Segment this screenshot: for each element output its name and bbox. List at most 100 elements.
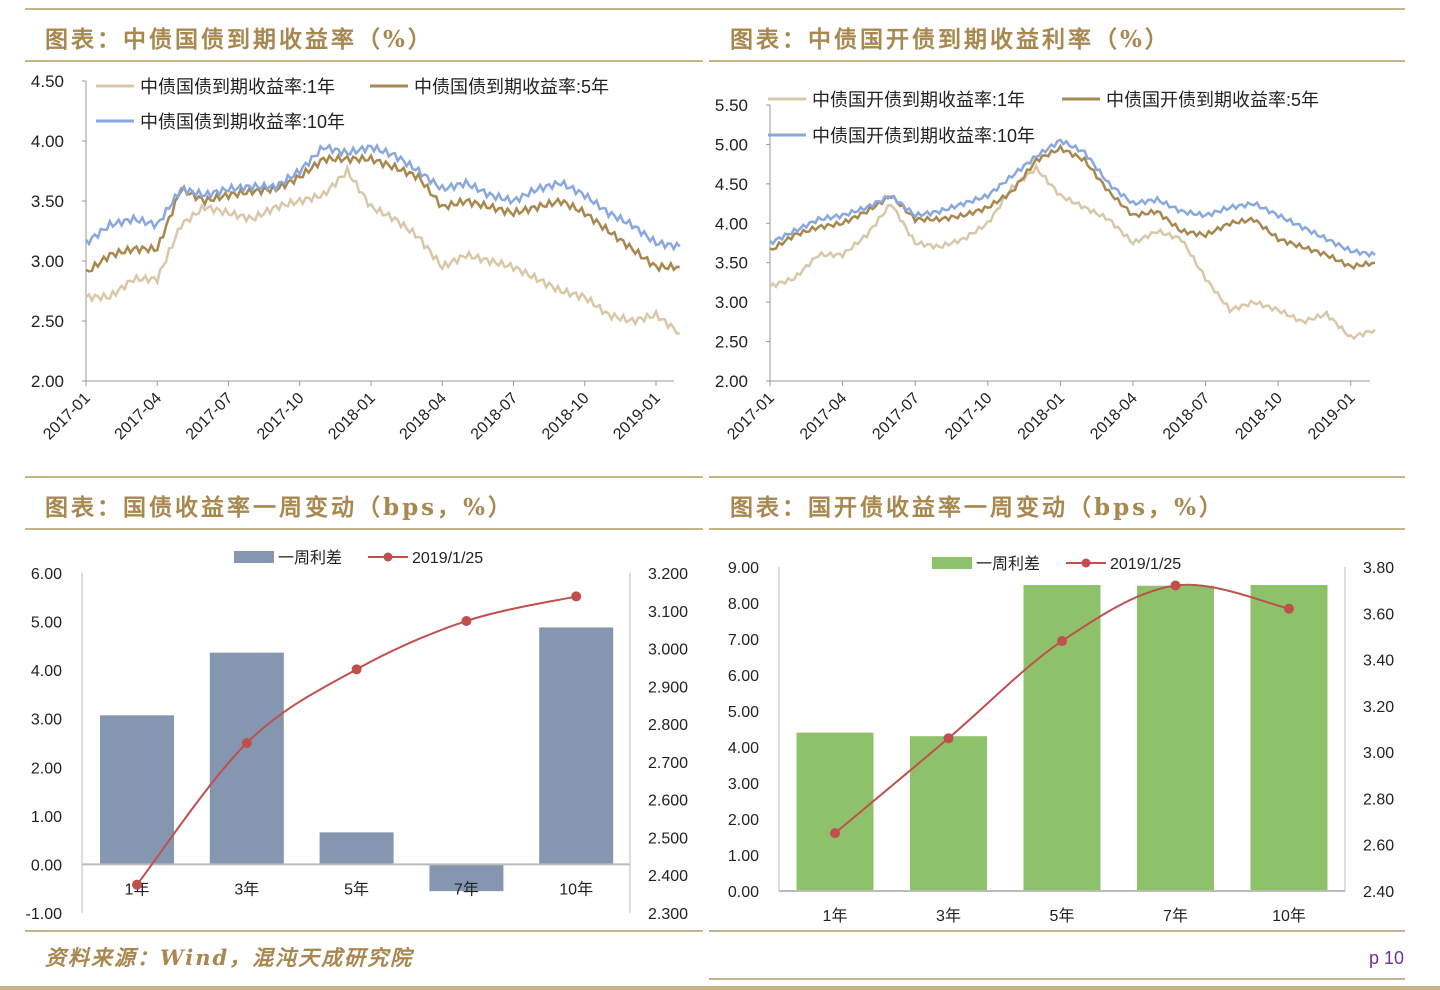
data-point	[1057, 636, 1067, 647]
category-label: 1年	[823, 907, 848, 925]
category-label: 7年	[1163, 907, 1188, 925]
left-y-tick-label: 5.00	[728, 704, 759, 721]
x-tick-label: 2017-07	[183, 390, 237, 444]
chart-title: 图表：中债国债到期收益率（%）	[45, 26, 434, 53]
right-y-tick-label: 3.60	[1363, 606, 1394, 623]
bar	[539, 627, 614, 865]
bottom-rule	[0, 986, 1440, 990]
x-tick-label: 2017-10	[942, 390, 996, 444]
bar	[1137, 585, 1214, 891]
x-tick-label: 2019-01	[610, 390, 664, 444]
rule	[25, 476, 703, 478]
rule	[709, 978, 1405, 980]
series-line	[834, 583, 1290, 834]
series-line	[84, 143, 681, 252]
y-tick-label: 3.50	[715, 254, 748, 273]
x-tick-label: 2018-01	[325, 390, 379, 444]
legend-label: 一周利差	[278, 549, 342, 567]
data-point	[461, 615, 472, 626]
rule	[709, 930, 1405, 932]
x-tick-label: 2017-10	[254, 390, 308, 444]
x-tick-label: 2018-07	[1160, 390, 1214, 444]
legend-swatch	[234, 551, 274, 563]
legend-label: 中债国开债到期收益率:10年	[812, 126, 1035, 146]
y-tick-label: 4.50	[715, 175, 748, 194]
y-tick-label: 3.00	[31, 252, 64, 271]
page-number: p 10	[1368, 948, 1404, 968]
right-y-tick-label: 2.60	[1363, 838, 1394, 855]
data-point	[830, 828, 840, 839]
chart-title: 图表：国债收益率一周变动（bps，%）	[45, 494, 514, 521]
left-y-tick-label: 0.00	[31, 857, 62, 874]
bar	[1250, 585, 1328, 891]
right-y-tick-label: 3.00	[1363, 745, 1394, 762]
y-tick-label: 2.00	[715, 372, 748, 391]
left-y-tick-label: 0.00	[728, 884, 759, 901]
left-y-tick-label: 8.00	[728, 596, 759, 613]
right-y-tick-label: 2.300	[648, 906, 688, 923]
data-point	[943, 733, 954, 744]
left-y-tick-label: 6.00	[31, 566, 62, 583]
category-label: 10年	[559, 880, 593, 898]
legend-label: 中债国债到期收益率:5年	[414, 77, 609, 97]
bar	[209, 652, 284, 865]
data-point	[571, 591, 582, 602]
right-y-tick-label: 3.200	[648, 566, 688, 583]
right-y-tick-label: 2.500	[648, 830, 688, 847]
data-point	[1170, 580, 1181, 591]
x-tick-label: 2019-01	[1305, 390, 1359, 444]
legend-label: 一周利差	[976, 555, 1040, 573]
x-tick-label: 2018-01	[1015, 390, 1069, 444]
x-tick-label: 2017-01	[40, 390, 94, 444]
chart-title: 图表：中债国开债到期收益利率（%）	[730, 26, 1171, 53]
right-y-tick-label: 3.100	[648, 604, 688, 621]
legend-label: 2019/1/25	[1110, 556, 1181, 573]
right-y-tick-label: 2.400	[648, 868, 688, 885]
left-y-tick-label: 7.00	[728, 632, 759, 649]
right-y-tick-label: 3.20	[1363, 699, 1394, 716]
bar	[100, 715, 174, 865]
right-y-tick-label: 2.800	[648, 717, 688, 734]
rule	[25, 930, 703, 932]
y-tick-label: 4.00	[31, 132, 64, 151]
legend-label: 2019/1/25	[412, 550, 483, 567]
left-y-tick-label: 3.00	[31, 712, 62, 729]
left-y-tick-label: -1.00	[26, 906, 63, 923]
data-point	[241, 738, 252, 748]
legend-marker	[383, 552, 393, 562]
left-y-tick-label: 2.00	[31, 760, 62, 777]
right-y-tick-label: 2.600	[648, 793, 688, 810]
left-y-tick-label: 4.00	[31, 663, 62, 680]
legend-label: 中债国债到期收益率:10年	[140, 112, 345, 132]
x-tick-label: 2018-07	[468, 390, 522, 444]
right-y-tick-label: 3.80	[1363, 560, 1394, 577]
data-point	[351, 664, 362, 675]
y-tick-label: 5.00	[715, 135, 748, 154]
y-tick-label: 4.50	[31, 72, 64, 91]
x-tick-label: 2018-10	[1232, 390, 1286, 444]
y-tick-label: 2.50	[715, 333, 748, 352]
left-y-tick-label: 4.00	[728, 740, 759, 757]
bar	[429, 864, 504, 892]
left-y-tick-label: 1.00	[31, 809, 62, 826]
rule	[709, 528, 1405, 530]
series-line	[769, 162, 1376, 341]
right-y-tick-label: 2.80	[1363, 791, 1394, 808]
data-point	[1284, 603, 1294, 614]
y-tick-label: 3.50	[31, 192, 64, 211]
legend-label: 中债国开债到期收益率:1年	[812, 90, 1025, 110]
rule	[709, 60, 1405, 62]
category-label: 5年	[1050, 907, 1075, 925]
category-label: 7年	[454, 880, 479, 898]
rule	[25, 60, 703, 62]
left-y-tick-label: 3.00	[728, 776, 759, 793]
left-y-tick-label: 5.00	[31, 615, 62, 632]
x-tick-label: 2017-01	[724, 390, 778, 444]
right-y-tick-label: 3.000	[648, 642, 688, 659]
rule	[709, 476, 1405, 478]
legend-swatch	[932, 557, 972, 569]
x-tick-label: 2017-04	[797, 390, 851, 444]
x-tick-label: 2018-04	[1087, 390, 1141, 444]
series-line	[85, 163, 681, 336]
x-tick-label: 2018-04	[397, 390, 451, 444]
